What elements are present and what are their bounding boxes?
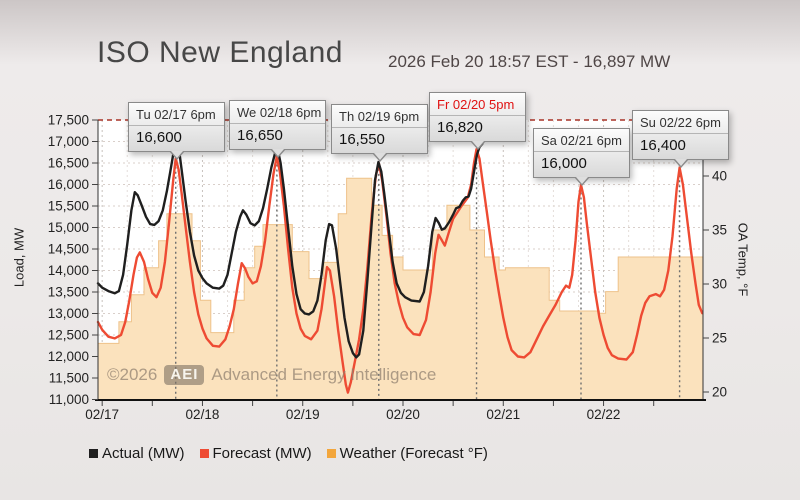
legend-label-actual: Actual (MW): [102, 445, 185, 462]
callout-day-time: Th 02/19 6pm: [332, 105, 427, 128]
watermark-year: ©2026: [107, 365, 158, 384]
y-axis-title-load: Load, MW: [11, 227, 27, 288]
x-axis-tick-label: 02/21: [486, 407, 520, 422]
callout-peak-mw: 16,820: [437, 119, 483, 136]
callout-peak-mw: 16,650: [237, 127, 283, 144]
x-axis-tick-label: 02/20: [386, 407, 420, 422]
callout-peak-mw: 16,000: [541, 155, 587, 172]
y-left-tick-label: 17,500: [48, 113, 89, 128]
y-left-tick-label: 13,500: [48, 285, 89, 300]
x-axis-tick-label: 02/18: [186, 407, 220, 422]
y-left-tick-label: 14,500: [48, 242, 89, 257]
y-right-tick-label: 40: [712, 169, 727, 184]
callout-day-time: Sa 02/21 6pm: [534, 129, 629, 152]
aei-logo: AEI: [164, 365, 205, 385]
x-axis-tick-label: 02/17: [85, 407, 119, 422]
callout-day-time: Tu 02/17 6pm: [129, 103, 224, 126]
y-left-tick-label: 15,000: [48, 220, 89, 235]
watermark-name: Advanced Energy Intelligence: [211, 365, 437, 384]
callout-pointer-icon: [271, 149, 284, 156]
callout-day-time: We 02/18 6pm: [230, 101, 325, 124]
y-left-tick-label: 16,500: [48, 156, 89, 171]
y-left-tick-label: 15,500: [48, 199, 89, 214]
legend-item-actual: Actual (MW): [89, 445, 185, 462]
callout-pointer-icon: [471, 141, 484, 148]
callout-peak-mw: 16,600: [136, 129, 182, 146]
peak-callout: Tu 02/17 6pm 16,600: [128, 102, 225, 160]
y-left-tick-label: 12,500: [48, 328, 89, 343]
y-left-tick-label: 17,000: [48, 134, 89, 149]
y-left-tick-label: 16,000: [48, 177, 89, 192]
x-axis-tick-label: 02/19: [286, 407, 320, 422]
legend: Actual (MW) Forecast (MW) Weather (Forec…: [89, 445, 488, 462]
y-right-tick-label: 25: [712, 331, 727, 346]
peak-callout: We 02/18 6pm 16,650: [229, 100, 326, 158]
callout-pointer-icon: [373, 153, 386, 160]
header-timestamp: 2026 Feb 20 18:57 EST - 16,897 MW: [388, 52, 671, 71]
watermark: ©2026 AEI Advanced Energy Intelligence: [107, 365, 436, 385]
legend-item-weather: Weather (Forecast °F): [326, 445, 488, 462]
forecast-series-line: [96, 148, 704, 394]
peak-callout: Sa 02/21 6pm 16,000: [533, 128, 630, 186]
y-left-tick-label: 13,000: [48, 306, 89, 321]
y-left-tick-label: 14,000: [48, 263, 89, 278]
forecast-swatch-icon: [199, 449, 209, 458]
peak-callout: Th 02/19 6pm 16,550: [331, 104, 428, 162]
callout-pointer-icon: [674, 159, 687, 166]
legend-label-weather: Weather (Forecast °F): [339, 445, 488, 462]
y-left-tick-label: 11,500: [49, 371, 89, 386]
y-left-tick-label: 11,000: [49, 392, 89, 407]
actual-series-line: [96, 142, 484, 359]
y-right-tick-label: 20: [712, 385, 727, 400]
callout-peak-mw: 16,550: [339, 131, 385, 148]
weather-area: [98, 178, 703, 399]
y-right-tick-label: 35: [712, 223, 727, 238]
callout-peak-mw: 16,400: [640, 137, 686, 154]
peak-callout: Su 02/22 6pm 16,400: [632, 110, 729, 168]
callout-day-time: Su 02/22 6pm: [633, 111, 728, 134]
page-title: ISO New England: [97, 36, 343, 69]
x-axis-tick-label: 02/22: [587, 407, 621, 422]
y-right-tick-label: 30: [712, 277, 727, 292]
y-axis-title-temp: OA Temp, °F: [735, 222, 751, 297]
callout-day-time: Fr 02/20 5pm: [430, 93, 525, 116]
weather-swatch-icon: [326, 449, 336, 458]
callout-pointer-icon: [170, 151, 183, 158]
callout-pointer-icon: [575, 177, 588, 184]
legend-item-forecast: Forecast (MW): [199, 445, 312, 462]
y-left-tick-label: 12,000: [48, 349, 89, 364]
peak-callout: Fr 02/20 5pm 16,820: [429, 92, 526, 150]
legend-label-forecast: Forecast (MW): [212, 445, 312, 462]
actual-swatch-icon: [89, 449, 98, 458]
